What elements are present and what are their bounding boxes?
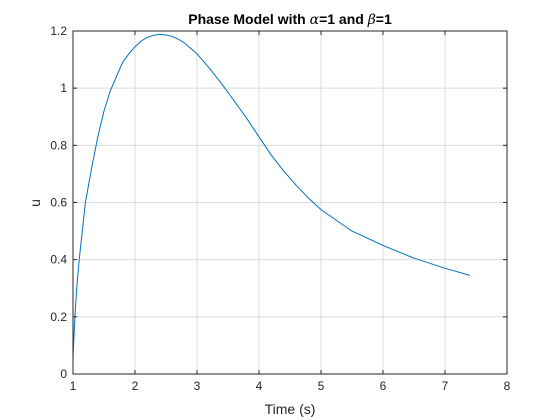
y-tick-label: 1.2 — [50, 24, 67, 38]
x-tick-label: 1 — [70, 379, 77, 393]
y-tick-label: 0.4 — [50, 253, 67, 267]
y-tick-label: 0.8 — [50, 138, 67, 152]
alpha-value: =1 and — [319, 11, 368, 27]
y-axis-label: u — [27, 199, 43, 207]
x-tick-label: 2 — [132, 379, 139, 393]
series-layer — [72, 33, 470, 357]
x-tick-label: 7 — [442, 379, 449, 393]
y-tick-label: 1 — [60, 81, 67, 95]
series-line-0 — [72, 33, 470, 357]
x-axis-label: Time (s) — [265, 401, 316, 417]
tick-labels: 1 2 3 4 5 6 7 8 0 0.2 0.4 0.6 0.8 1 1.2 — [50, 24, 510, 393]
x-tick-label: 8 — [504, 379, 511, 393]
alpha-symbol: α — [310, 12, 320, 28]
beta-value: =1 — [376, 11, 392, 27]
y-tick-label: 0 — [60, 367, 67, 381]
y-tick-label: 0.6 — [50, 196, 67, 210]
x-tick-label: 4 — [256, 379, 263, 393]
x-tick-label: 3 — [194, 379, 201, 393]
tick-marks — [72, 30, 508, 375]
chart-title: Phase Model with α=1 and β=1 — [188, 11, 392, 28]
x-tick-label: 6 — [380, 379, 387, 393]
title-prefix: Phase Model with — [188, 11, 309, 27]
y-tick-label: 0.2 — [50, 310, 67, 324]
beta-symbol: β — [367, 12, 376, 28]
x-tick-label: 5 — [318, 379, 325, 393]
